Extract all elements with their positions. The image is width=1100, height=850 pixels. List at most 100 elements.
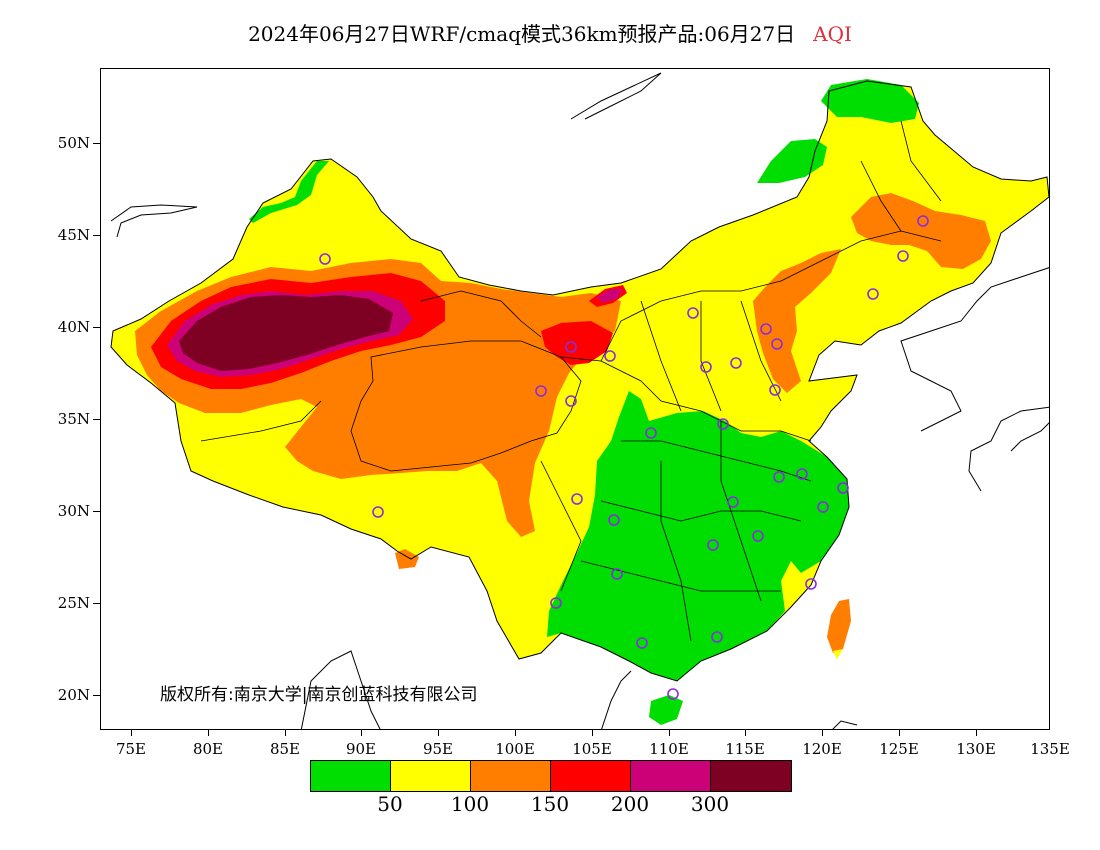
xtick-label: 130E [956,740,996,758]
ytick-mark [93,235,100,236]
xtick-mark [208,730,209,736]
legend-swatch [471,761,551,791]
title-pollutant: AQI [813,22,852,46]
aqi-map [110,72,1049,729]
station-marker [796,468,808,480]
xtick-label: 95E [422,740,454,758]
xtick-mark [438,730,439,736]
station-marker [897,250,909,262]
country-border [110,80,1049,682]
station-marker [837,482,849,494]
legend-swatch [311,761,391,791]
ytick-label: 20N [57,686,90,704]
legend-label: 100 [450,792,490,816]
ytick-label: 35N [57,410,90,428]
station-marker [608,514,620,526]
station-marker [917,215,929,227]
xtick-label: 120E [802,740,842,758]
station-marker [760,323,772,335]
station-marker [372,506,384,518]
station-marker [752,530,764,542]
station-marker [730,357,742,369]
region-good [649,695,683,725]
xtick-label: 125E [879,740,919,758]
ytick-label: 45N [57,226,90,244]
legend-swatch [711,761,791,791]
ytick-mark [93,695,100,696]
station-marker [611,568,623,580]
xtick-mark [669,730,670,736]
xtick-label: 85E [269,740,301,758]
legend-label: 50 [377,792,403,816]
legend-swatch [551,761,631,791]
station-marker [667,688,679,700]
region-unhealthy [541,321,613,365]
xtick-mark [899,730,900,736]
ytick-mark [93,327,100,328]
ytick-label: 30N [57,502,90,520]
station-marker [604,350,616,362]
station-marker [571,493,583,505]
xtick-label: 115E [725,740,765,758]
xtick-label: 90E [345,740,377,758]
xtick-mark [822,730,823,736]
station-marker [700,361,712,373]
station-marker [769,384,781,396]
legend-label: 200 [610,792,650,816]
map-plot-area [100,68,1050,730]
map-title: 2024年06月27日WRF/cmaq模式36km预报产品:06月27日 AQI [0,18,1100,47]
station-marker [535,385,547,397]
ytick-mark [93,419,100,420]
province-borders [200,120,942,642]
station-marker [727,496,739,508]
station-marker [817,501,829,513]
xtick-mark [515,730,516,736]
legend-swatch [631,761,711,791]
ytick-label: 40N [57,318,90,336]
ytick-mark [93,603,100,604]
region-good [249,161,329,223]
station-marker [645,427,657,439]
station-marker [565,341,577,353]
region-hazardous [179,295,393,371]
station-marker [687,307,699,319]
region-good [547,391,849,681]
legend-label: 300 [690,792,730,816]
ytick-label: 25N [57,594,90,612]
xtick-label: 135E [1030,740,1070,758]
station-marker [707,539,719,551]
station-marker [565,395,577,407]
coastlines [110,72,1049,729]
aqi-legend [310,760,792,792]
xtick-mark [131,730,132,736]
xtick-label: 75E [115,740,147,758]
title-main: 2024年06月27日WRF/cmaq模式36km预报产品:06月27日 [248,22,796,46]
xtick-mark [361,730,362,736]
xtick-label: 80E [192,740,224,758]
ytick-label: 50N [57,134,90,152]
station-marker [805,578,817,590]
region-usg [753,249,841,393]
station-marker [319,253,331,265]
xtick-mark [285,730,286,736]
station-marker [711,631,723,643]
xtick-mark [976,730,977,736]
station-markers [319,215,929,700]
legend-label: 150 [530,792,570,816]
legend-swatch [391,761,471,791]
region-good [821,79,919,123]
region-very-unhealthy [597,289,623,303]
station-marker [773,471,785,483]
region-good [757,139,827,183]
station-marker [771,338,783,350]
region-usg [395,549,419,569]
xtick-mark [745,730,746,736]
station-marker [717,418,729,430]
xtick-label: 105E [572,740,612,758]
station-marker [867,288,879,300]
region-usg [827,599,851,653]
xtick-mark [592,730,593,736]
region-usg [851,193,991,269]
ytick-mark [93,143,100,144]
ytick-mark [93,511,100,512]
